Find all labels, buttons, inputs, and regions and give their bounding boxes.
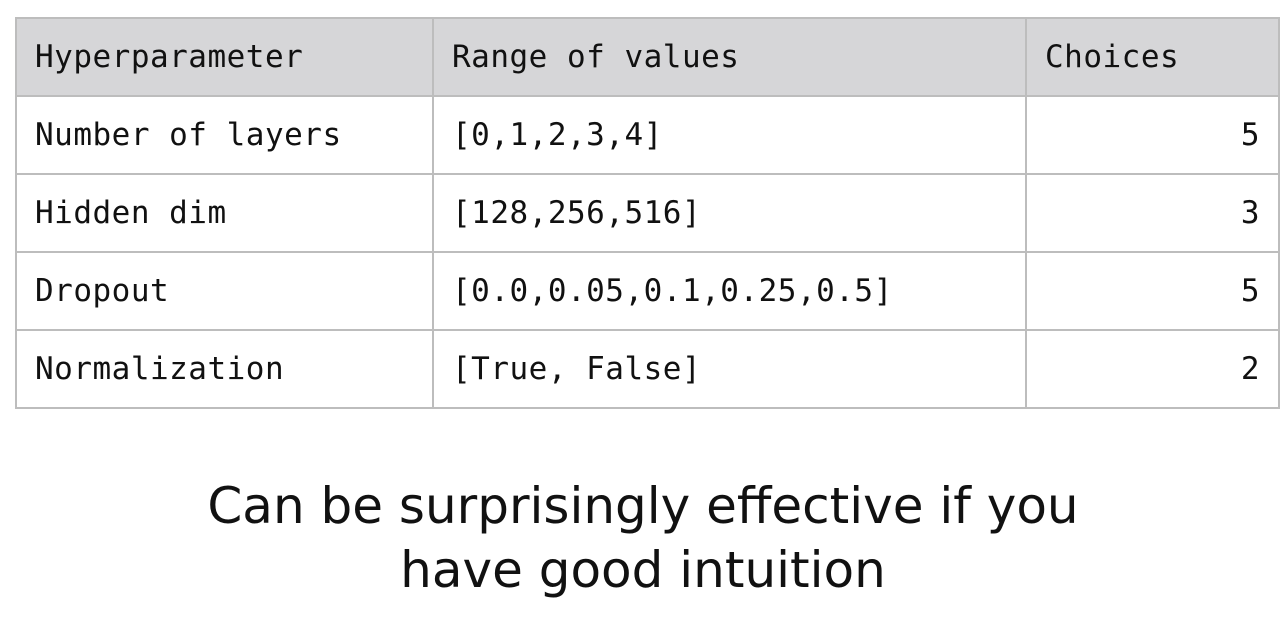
table-row: Normalization [True, False] 2: [15, 329, 1280, 409]
range-values: [0.0,0.05,0.1,0.25,0.5]: [432, 251, 1027, 331]
column-header-hyperparameter: Hyperparameter: [15, 17, 434, 97]
caption-line-1: Can be surprisingly effective if you: [207, 477, 1079, 535]
choices-count: 5: [1025, 95, 1280, 175]
table-row: Number of layers [0,1,2,3,4] 5: [15, 95, 1280, 175]
hyperparameter-name: Normalization: [15, 329, 434, 409]
range-values: [True, False]: [432, 329, 1027, 409]
choices-count: 3: [1025, 173, 1280, 253]
hyperparameter-name: Dropout: [15, 251, 434, 331]
table-header-row: Hyperparameter Range of values Choices: [15, 17, 1280, 97]
caption-line-2: have good intuition: [400, 541, 886, 599]
hyperparameter-name: Number of layers: [15, 95, 434, 175]
hyperparameter-name: Hidden dim: [15, 173, 434, 253]
choices-count: 2: [1025, 329, 1280, 409]
range-values: [0,1,2,3,4]: [432, 95, 1027, 175]
table-row: Hidden dim [128,256,516] 3: [15, 173, 1280, 253]
column-header-choices: Choices: [1025, 17, 1280, 97]
choices-count: 5: [1025, 251, 1280, 331]
hyperparameter-table: Hyperparameter Range of values Choices N…: [15, 17, 1280, 409]
slide-caption: Can be surprisingly effective if you hav…: [0, 474, 1286, 602]
table-row: Dropout [0.0,0.05,0.1,0.25,0.5] 5: [15, 251, 1280, 331]
column-header-range: Range of values: [432, 17, 1027, 97]
range-values: [128,256,516]: [432, 173, 1027, 253]
